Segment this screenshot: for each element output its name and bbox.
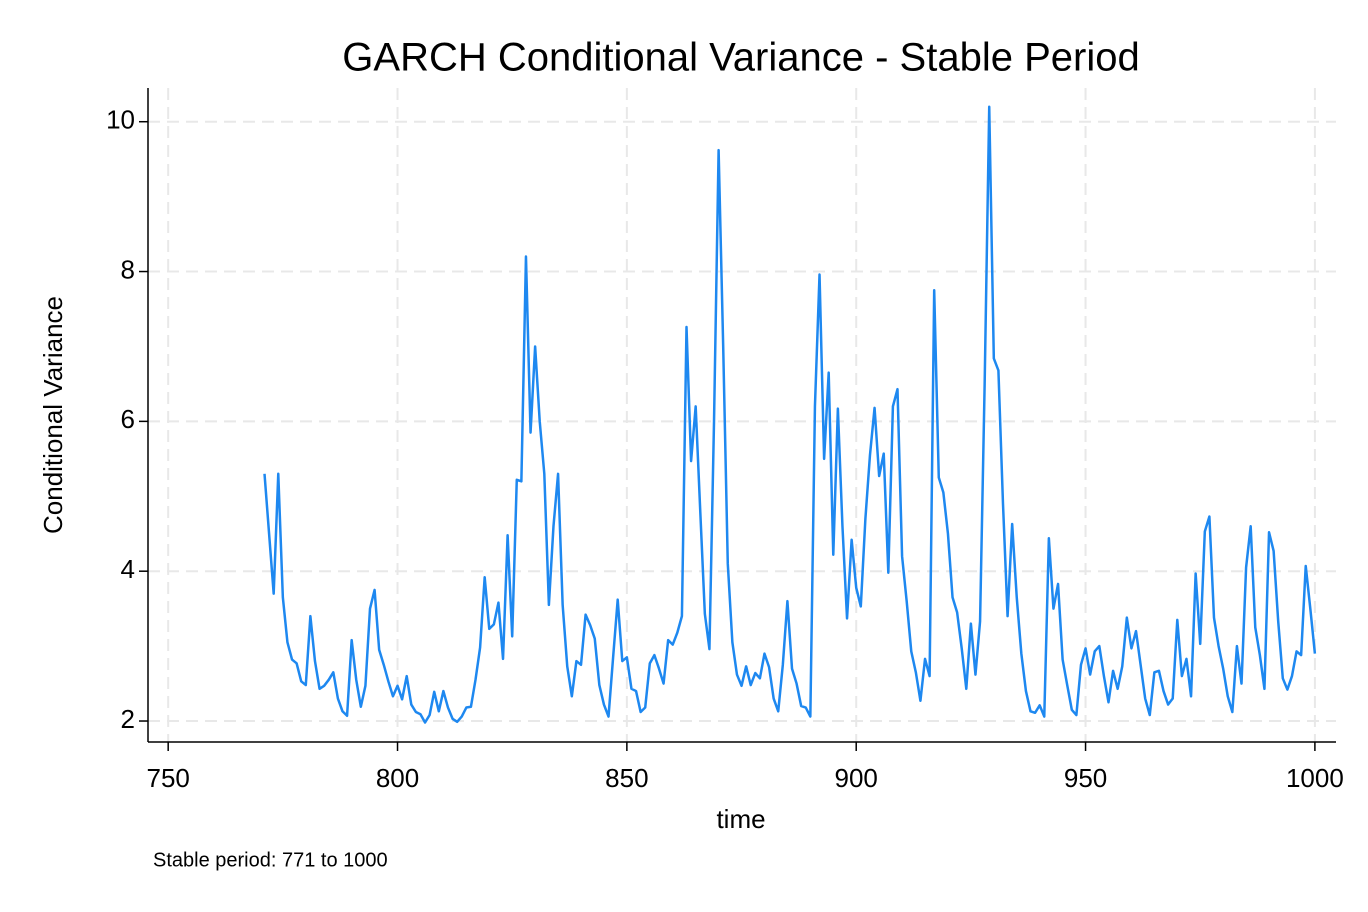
- note: Stable period: 771 to 1000: [153, 849, 388, 871]
- y-axis-label: Conditional Variance: [38, 296, 68, 534]
- x-tick-label: 950: [1064, 763, 1107, 793]
- y-tick-label: 4: [121, 554, 135, 584]
- x-tick-label: 850: [605, 763, 648, 793]
- x-tick-label: 1000: [1286, 763, 1344, 793]
- chart-title: GARCH Conditional Variance - Stable Peri…: [342, 36, 1139, 80]
- y-tick-label: 2: [121, 704, 135, 734]
- x-axis-label: time: [716, 804, 765, 834]
- y-tick-label: 6: [121, 404, 135, 434]
- x-tick-label: 900: [835, 763, 878, 793]
- y-tick-label: 8: [121, 254, 135, 284]
- data-line: [263, 105, 1317, 724]
- x-tick-label: 800: [376, 763, 419, 793]
- x-tick-label: 750: [146, 763, 189, 793]
- y-tick-label: 10: [106, 105, 135, 135]
